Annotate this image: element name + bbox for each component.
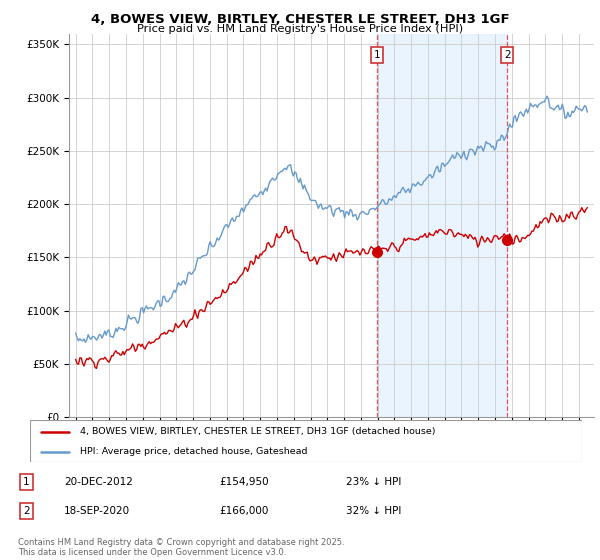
Text: 18-SEP-2020: 18-SEP-2020	[64, 506, 130, 516]
Text: 2: 2	[23, 506, 30, 516]
Text: £166,000: £166,000	[220, 506, 269, 516]
Text: 32% ↓ HPI: 32% ↓ HPI	[346, 506, 401, 516]
Text: 1: 1	[374, 50, 380, 60]
Text: 1: 1	[23, 477, 30, 487]
Text: 4, BOWES VIEW, BIRTLEY, CHESTER LE STREET, DH3 1GF: 4, BOWES VIEW, BIRTLEY, CHESTER LE STREE…	[91, 13, 509, 26]
Text: £154,950: £154,950	[220, 477, 269, 487]
Text: 2: 2	[504, 50, 511, 60]
Text: Price paid vs. HM Land Registry's House Price Index (HPI): Price paid vs. HM Land Registry's House …	[137, 24, 463, 34]
Text: 23% ↓ HPI: 23% ↓ HPI	[346, 477, 401, 487]
Bar	[377, 34, 507, 417]
Text: Contains HM Land Registry data © Crown copyright and database right 2025.
This d: Contains HM Land Registry data © Crown c…	[18, 538, 344, 557]
Text: 4, BOWES VIEW, BIRTLEY, CHESTER LE STREET, DH3 1GF (detached house): 4, BOWES VIEW, BIRTLEY, CHESTER LE STREE…	[80, 427, 435, 436]
Text: HPI: Average price, detached house, Gateshead: HPI: Average price, detached house, Gate…	[80, 447, 307, 456]
Text: 20-DEC-2012: 20-DEC-2012	[64, 477, 133, 487]
